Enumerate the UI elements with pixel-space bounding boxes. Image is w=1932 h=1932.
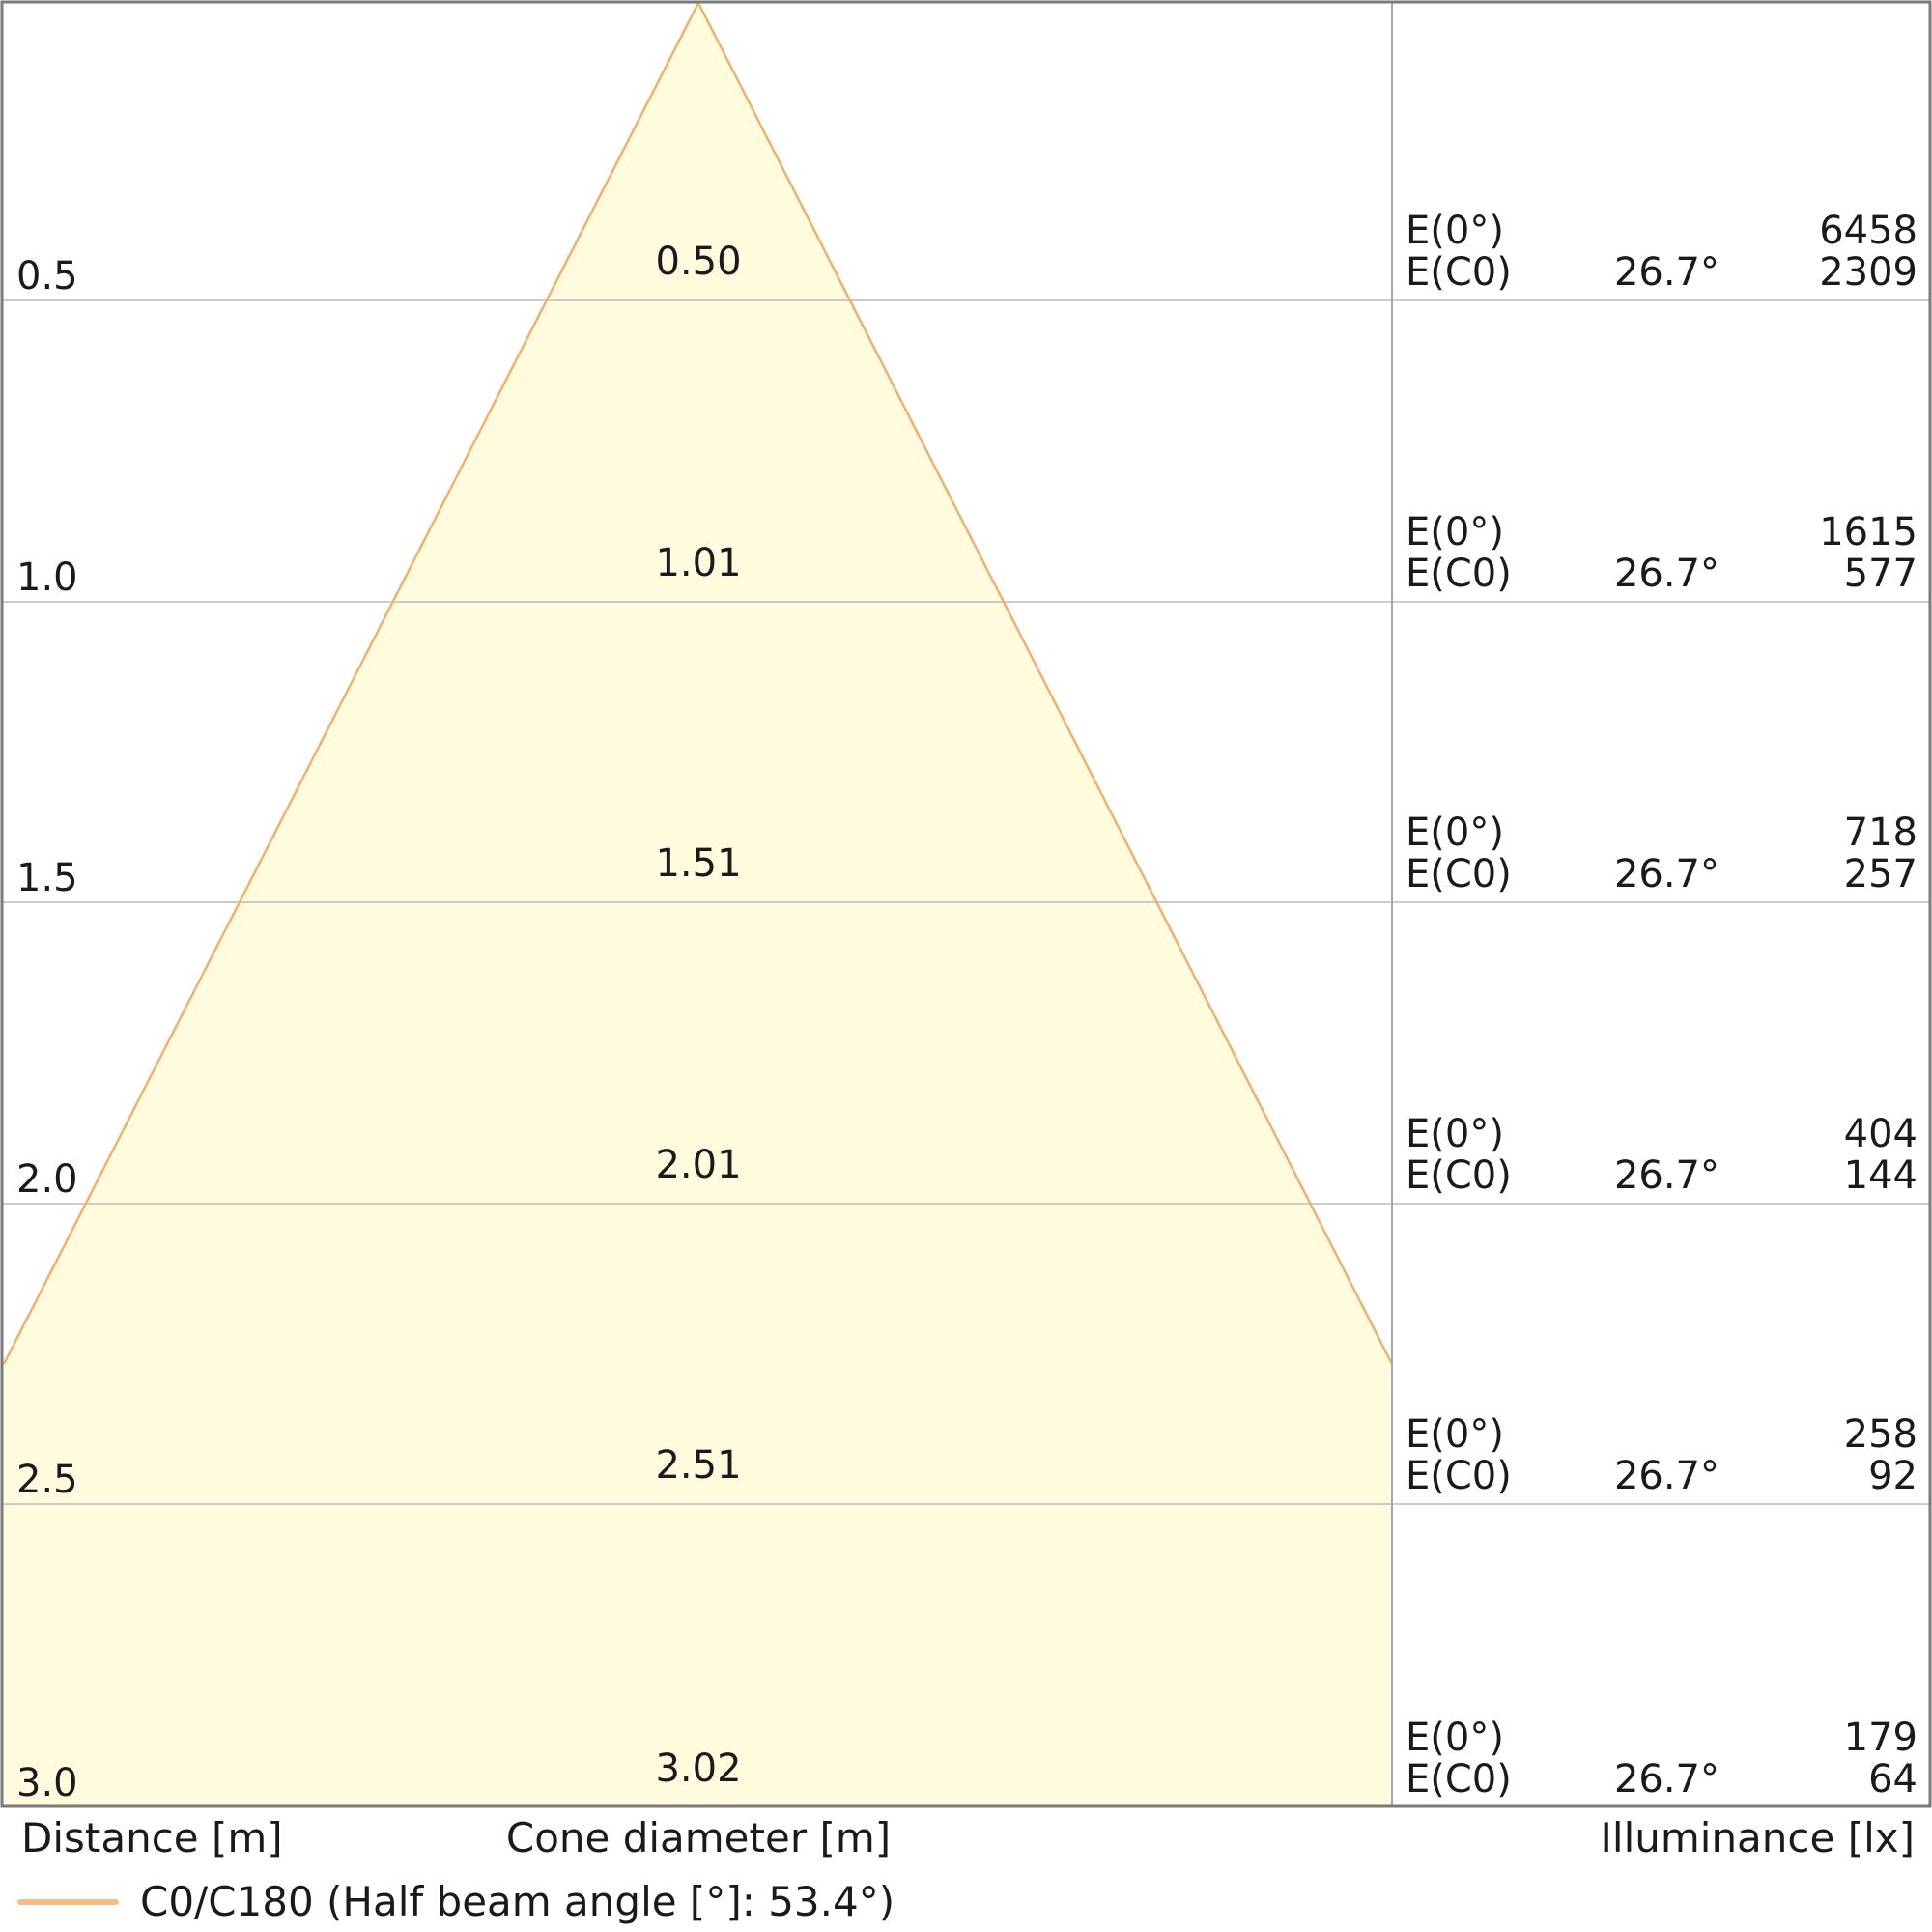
e0-label: E(0°)	[1406, 208, 1504, 253]
e0-value: 6458	[1819, 208, 1918, 253]
ec0-label: E(C0)	[1406, 1756, 1512, 1802]
e0-value: 258	[1843, 1411, 1918, 1457]
illuminance-row: E(0°) 179 E(C0) 26.7° 64	[1406, 1715, 1918, 1802]
e0-angle	[1555, 1718, 1719, 1759]
distance-label: 0.5	[16, 254, 78, 298]
e0-value: 404	[1843, 1111, 1918, 1156]
illuminance-row: E(0°) 404 E(C0) 26.7° 144	[1406, 1111, 1918, 1198]
e0-angle	[1555, 211, 1719, 252]
ec0-value: 92	[1868, 1453, 1918, 1498]
ec0-label: E(C0)	[1406, 249, 1512, 295]
legend-line-swatch	[17, 1899, 119, 1905]
e0-label: E(0°)	[1406, 810, 1504, 855]
beam-cone-fill	[4, 3, 1392, 1805]
ec0-angle: 26.7°	[1613, 551, 1719, 596]
ec0-value: 144	[1843, 1152, 1918, 1198]
e0-angle	[1555, 1114, 1719, 1155]
illuminance-row: E(0°) 1615 E(C0) 26.7° 577	[1406, 509, 1918, 596]
cone-diameter-label: 1.01	[655, 541, 742, 585]
e0-label: E(0°)	[1406, 1111, 1504, 1156]
cone-diameter-label: 2.51	[655, 1443, 742, 1488]
legend: C0/C180 (Half beam angle [°]: 53.4°)	[17, 1882, 895, 1922]
ec0-angle: 26.7°	[1613, 249, 1719, 295]
e0-label: E(0°)	[1406, 509, 1504, 554]
ec0-value: 64	[1868, 1756, 1918, 1802]
ec0-value: 257	[1843, 851, 1918, 896]
ec0-label: E(C0)	[1406, 851, 1512, 896]
ec0-angle: 26.7°	[1613, 1756, 1719, 1802]
distance-label: 1.5	[16, 856, 78, 900]
ec0-label: E(C0)	[1406, 1152, 1512, 1198]
distance-label: 2.0	[16, 1157, 78, 1202]
distance-label: 2.5	[16, 1458, 78, 1502]
ec0-label: E(C0)	[1406, 1453, 1512, 1498]
axis-label-illuminance: Illuminance [lx]	[1600, 1814, 1915, 1861]
ec0-label: E(C0)	[1406, 551, 1512, 596]
e0-angle	[1555, 1414, 1719, 1456]
cone-diameter-label: 3.02	[655, 1747, 742, 1791]
e0-label: E(0°)	[1406, 1715, 1504, 1760]
e0-value: 179	[1843, 1715, 1918, 1760]
ec0-value: 2309	[1819, 249, 1918, 295]
e0-angle	[1555, 812, 1719, 854]
e0-value: 1615	[1819, 509, 1918, 554]
cone-diameter-label: 1.51	[655, 841, 742, 886]
illuminance-row: E(0°) 258 E(C0) 26.7° 92	[1406, 1411, 1918, 1498]
ec0-angle: 26.7°	[1613, 1453, 1719, 1498]
distance-label: 3.0	[16, 1761, 78, 1805]
e0-value: 718	[1843, 810, 1918, 855]
e0-angle	[1555, 512, 1719, 554]
beam-edge-lines	[2, 2, 1394, 1365]
e0-label: E(0°)	[1406, 1411, 1504, 1457]
cone-diameter-label: 2.01	[655, 1143, 742, 1187]
illuminance-row: E(0°) 6458 E(C0) 26.7° 2309	[1406, 208, 1918, 295]
illuminance-row: E(0°) 718 E(C0) 26.7° 257	[1406, 810, 1918, 896]
axis-label-distance: Distance [m]	[21, 1814, 283, 1861]
cone-diameter-label: 0.50	[655, 240, 742, 284]
distance-gridlines	[3, 299, 1929, 1505]
ec0-angle: 26.7°	[1613, 851, 1719, 896]
distance-label: 1.0	[16, 555, 78, 600]
plot-border	[0, 0, 1932, 1808]
cone-plot-canvas	[0, 0, 1932, 1808]
axis-label-cone-diameter: Cone diameter [m]	[505, 1814, 892, 1861]
ec0-angle: 26.7°	[1613, 1152, 1719, 1198]
legend-label: C0/C180 (Half beam angle [°]: 53.4°)	[140, 1878, 895, 1925]
ec0-value: 577	[1843, 551, 1918, 596]
